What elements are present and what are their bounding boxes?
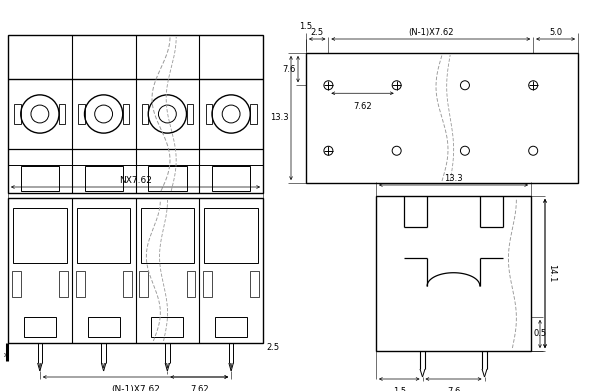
Text: 7.62: 7.62	[353, 102, 372, 111]
Circle shape	[461, 146, 469, 155]
Bar	[84, 166, 123, 192]
Text: 13.3: 13.3	[270, 113, 289, 122]
Bar	[77, 208, 130, 263]
Circle shape	[529, 146, 538, 155]
Circle shape	[392, 146, 401, 155]
Text: 2.5: 2.5	[311, 28, 324, 37]
Bar	[8, 198, 263, 343]
Circle shape	[222, 105, 240, 123]
Circle shape	[392, 81, 401, 90]
Bar	[140, 208, 194, 263]
Bar	[203, 271, 212, 297]
Bar	[376, 196, 531, 351]
Bar	[186, 271, 195, 297]
Bar	[306, 53, 578, 183]
Circle shape	[212, 95, 250, 133]
Text: 7.62: 7.62	[190, 385, 209, 391]
Circle shape	[158, 105, 176, 123]
Bar	[8, 35, 263, 193]
Circle shape	[95, 105, 112, 123]
Bar	[87, 317, 120, 337]
Circle shape	[31, 105, 49, 123]
Bar	[186, 104, 193, 124]
Bar	[250, 104, 256, 124]
Bar	[215, 317, 247, 337]
Bar	[148, 166, 186, 192]
Text: 1.5: 1.5	[299, 22, 312, 31]
Bar	[212, 166, 250, 192]
Text: 5.0: 5.0	[549, 28, 562, 37]
Circle shape	[148, 95, 186, 133]
Bar	[250, 271, 259, 297]
Text: NX7.62: NX7.62	[119, 176, 152, 185]
Bar	[59, 271, 68, 297]
Circle shape	[324, 146, 333, 155]
Bar	[13, 208, 67, 263]
Text: (N-1)X7.62: (N-1)X7.62	[111, 385, 160, 391]
Text: 14.1: 14.1	[547, 264, 556, 283]
Bar	[21, 166, 59, 192]
Bar	[78, 104, 84, 124]
Bar	[12, 271, 21, 297]
Bar	[152, 317, 183, 337]
Bar	[14, 104, 21, 124]
Circle shape	[21, 95, 59, 133]
Bar	[139, 271, 148, 297]
Bar	[24, 317, 56, 337]
Text: 13.3: 13.3	[444, 174, 463, 183]
Circle shape	[529, 81, 538, 90]
Text: 7.6: 7.6	[283, 65, 296, 74]
Text: 2.5: 2.5	[266, 344, 279, 353]
Text: (N-1)X7.62: (N-1)X7.62	[408, 28, 453, 37]
Bar	[206, 104, 212, 124]
Bar	[142, 104, 148, 124]
Text: 0.5: 0.5	[534, 328, 547, 337]
Circle shape	[84, 95, 123, 133]
Bar	[59, 104, 65, 124]
Text: 7.6: 7.6	[447, 387, 460, 391]
Text: 1.5: 1.5	[393, 387, 406, 391]
Circle shape	[324, 81, 333, 90]
Bar	[76, 271, 84, 297]
Bar	[123, 271, 131, 297]
Bar	[123, 104, 129, 124]
Circle shape	[461, 81, 469, 90]
Bar	[204, 208, 258, 263]
